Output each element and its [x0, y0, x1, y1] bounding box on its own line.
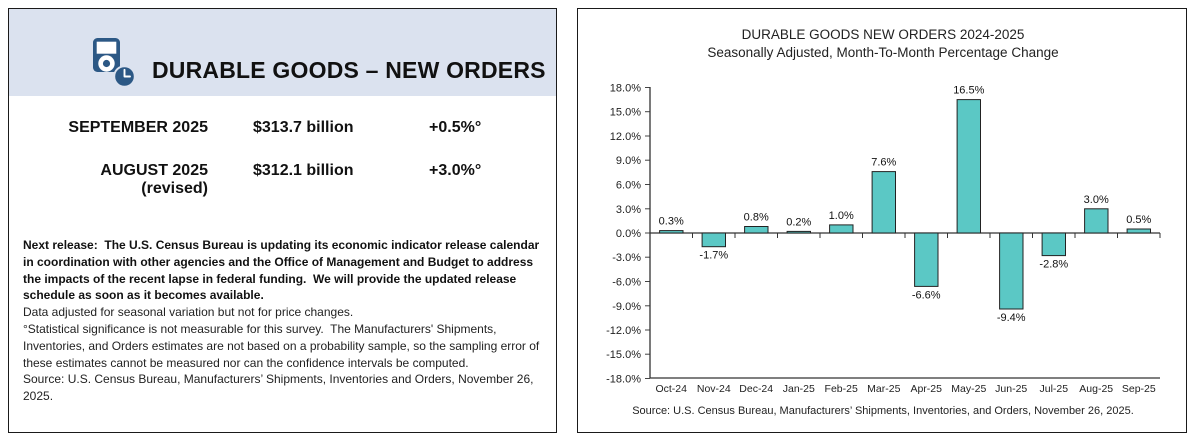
svg-text:0.0%: 0.0%	[616, 228, 641, 240]
svg-text:3.0%: 3.0%	[616, 204, 641, 216]
svg-text:-9.4%: -9.4%	[997, 312, 1026, 324]
svg-text:Nov-24: Nov-24	[697, 383, 731, 395]
svg-text:3.0%: 3.0%	[1084, 194, 1109, 206]
svg-text:DURABLE GOODS NEW ORDERS 2024-: DURABLE GOODS NEW ORDERS 2024-2025	[742, 27, 1025, 42]
svg-text:15.0%: 15.0%	[610, 107, 641, 119]
svg-text:18.0%: 18.0%	[610, 83, 641, 95]
svg-text:16.5%: 16.5%	[953, 85, 984, 97]
svg-text:-6.0%: -6.0%	[612, 277, 641, 289]
svg-text:Jun-25: Jun-25	[995, 383, 1027, 395]
svg-text:-9.0%: -9.0%	[612, 301, 641, 313]
svg-text:Dec-24: Dec-24	[739, 383, 773, 395]
svg-text:Source: U.S. Census Bureau, Ma: Source: U.S. Census Bureau, Manufacturer…	[632, 405, 1134, 417]
svg-text:9.0%: 9.0%	[616, 155, 641, 167]
svg-text:Aug-25: Aug-25	[1079, 383, 1113, 395]
svg-text:May-25: May-25	[951, 383, 986, 395]
svg-text:7.6%: 7.6%	[871, 157, 896, 169]
svg-text:6.0%: 6.0%	[616, 180, 641, 192]
svg-text:Sep-25: Sep-25	[1122, 383, 1156, 395]
svg-text:1.0%: 1.0%	[829, 210, 854, 222]
svg-text:0.8%: 0.8%	[744, 212, 769, 224]
svg-text:-18.0%: -18.0%	[606, 374, 641, 386]
svg-text:0.3%: 0.3%	[659, 216, 684, 228]
svg-text:Oct-24: Oct-24	[655, 383, 687, 395]
svg-text:-15.0%: -15.0%	[606, 349, 641, 361]
svg-text:Seasonally Adjusted, Month-To: Seasonally Adjusted, Month-To-Month Perc…	[707, 45, 1058, 60]
svg-text:Jan-25: Jan-25	[783, 383, 815, 395]
svg-text:0.2%: 0.2%	[786, 216, 811, 228]
svg-text:-12.0%: -12.0%	[606, 325, 641, 337]
svg-text:-1.7%: -1.7%	[699, 250, 728, 262]
svg-text:12.0%: 12.0%	[610, 131, 641, 143]
svg-text:-6.6%: -6.6%	[912, 289, 941, 301]
svg-text:Mar-25: Mar-25	[867, 383, 900, 395]
svg-text:0.5%: 0.5%	[1126, 214, 1151, 226]
svg-text:Feb-25: Feb-25	[825, 383, 858, 395]
svg-text:-2.8%: -2.8%	[1039, 259, 1068, 271]
svg-text:Apr-25: Apr-25	[910, 383, 942, 395]
svg-text:Jul-25: Jul-25	[1039, 383, 1068, 395]
svg-text:-3.0%: -3.0%	[612, 252, 641, 264]
